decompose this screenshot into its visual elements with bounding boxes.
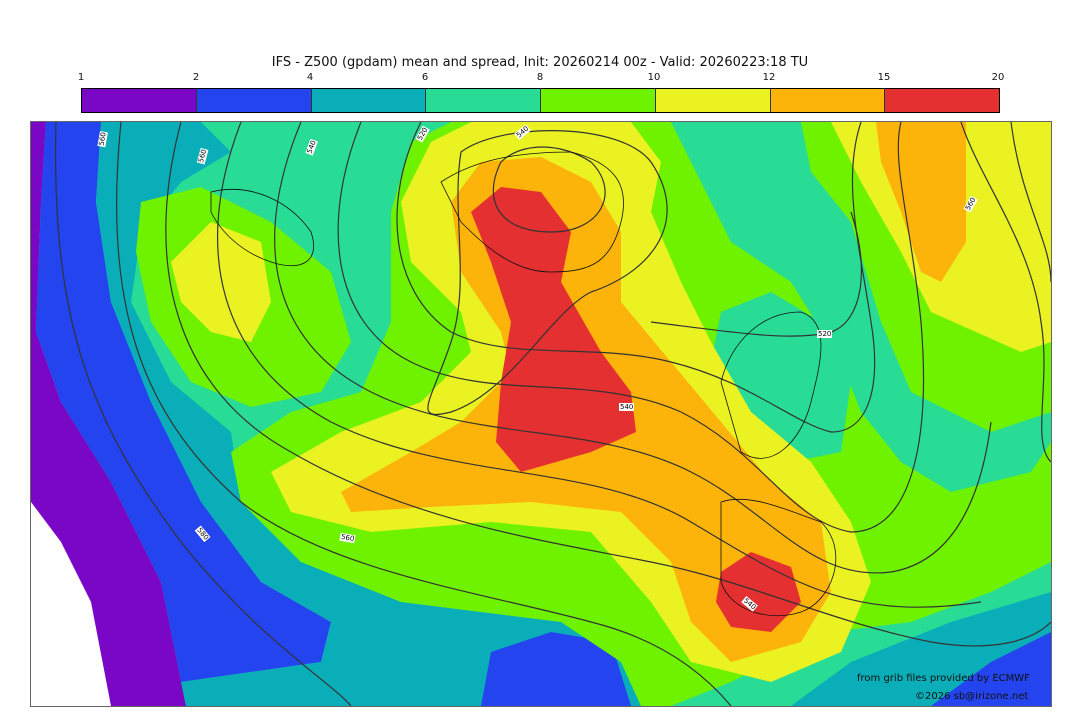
colorbar-segment [196, 89, 312, 112]
contour-line [217, 122, 982, 608]
spread-map [30, 121, 1052, 707]
colorbar-tick: 1 [77, 72, 85, 83]
spread-fill-2-4 [931, 632, 1051, 706]
spread-fill-2-4 [481, 632, 631, 706]
source-credit: from grib files provided by ECMWF [857, 673, 1030, 684]
coastlines [210, 151, 837, 617]
z500-contours [54, 122, 1051, 706]
map-title: IFS - Z500 (gpdam) mean and spread, Init… [271, 55, 809, 70]
contour-line [337, 122, 925, 533]
colorbar-segment [541, 89, 656, 112]
contour-line [396, 122, 876, 433]
contour-label: 520 [817, 330, 833, 338]
colorbar-tick: 2 [192, 72, 200, 83]
colorbar-segment [655, 89, 771, 112]
contour-line [427, 130, 668, 416]
colorbar-segment [885, 89, 999, 112]
coastline [440, 151, 624, 273]
contour-label: 540 [619, 403, 635, 411]
colorbar-tick: 20 [991, 72, 1005, 83]
colorbar-tick: 10 [647, 72, 661, 83]
coastline [210, 189, 314, 266]
contour-line [1010, 122, 1051, 283]
spread-fill-15-20 [716, 552, 801, 632]
contour-line [116, 122, 732, 706]
colorbar-segment [426, 89, 541, 112]
colorbar-tick: 8 [536, 72, 544, 83]
colorbar [81, 88, 1000, 113]
colorbar-segment [82, 89, 197, 112]
coastline [720, 311, 822, 459]
spread-fill-8-10 [171, 222, 271, 342]
contour-line [492, 146, 606, 233]
no-data-area [31, 502, 111, 706]
spread-fill-2-4 [36, 122, 331, 706]
contour-line [274, 122, 992, 574]
colorbar-tick: 15 [877, 72, 891, 83]
coastline [720, 498, 837, 617]
spread-fills [31, 122, 1051, 706]
contour-line [54, 122, 352, 706]
copyright: ©2026 sb@irizone.net [915, 691, 1029, 702]
colorbar-tick: 12 [762, 72, 776, 83]
colorbar-tick: 4 [306, 72, 314, 83]
colorbar-tick: 6 [421, 72, 429, 83]
contour-line [960, 122, 1051, 463]
colorbar-segment [770, 89, 886, 112]
contour-line [165, 122, 1051, 647]
colorbar-segment [311, 89, 427, 112]
spread-fill-15-20 [471, 187, 636, 472]
